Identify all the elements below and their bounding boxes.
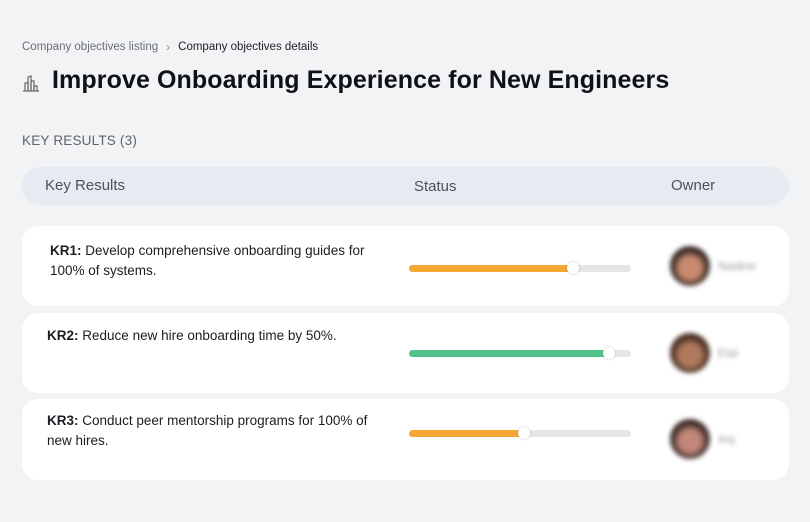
key-result-id: KR3: [47, 413, 79, 428]
progress-knob [567, 262, 580, 274]
key-result-row[interactable]: KR3: Conduct peer mentorship programs fo… [22, 399, 789, 480]
key-result-description: KR1: Develop comprehensive onboarding gu… [50, 241, 380, 281]
key-result-text: Conduct peer mentorship programs for 100… [47, 413, 368, 448]
key-result-description: KR2: Reduce new hire onboarding time by … [47, 326, 377, 346]
key-result-row[interactable]: KR2: Reduce new hire onboarding time by … [22, 313, 789, 393]
chevron-right-icon: › [166, 40, 171, 54]
title-row: Improve Onboarding Experience for New En… [22, 66, 669, 95]
page-title: Improve Onboarding Experience for New En… [52, 66, 670, 94]
progress-fill [409, 350, 609, 357]
breadcrumb-link-listing[interactable]: Company objectives listing [22, 41, 159, 53]
owner-name: Inq [718, 432, 735, 446]
column-header-owner: Owner [671, 177, 716, 194]
progress-knob [518, 427, 531, 439]
buildings-icon [22, 70, 42, 92]
column-header-status: Status [414, 178, 457, 195]
key-result-text: Develop comprehensive onboarding guides … [50, 243, 365, 278]
owner[interactable]: Elai [670, 333, 738, 373]
key-result-id: KR1: [50, 243, 82, 258]
owner-name: Nadine [718, 259, 757, 273]
key-result-row[interactable]: KR1: Develop comprehensive onboarding gu… [22, 226, 789, 306]
column-header-key-results: Key Results [45, 177, 126, 194]
key-results-count-label: KEY RESULTS (3) [22, 133, 138, 148]
progress-bar [409, 427, 631, 439]
key-result-id: KR2: [47, 328, 79, 343]
progress-fill [409, 265, 574, 272]
key-results-table-header: Key Results Status Owner [22, 167, 789, 205]
progress-bar [409, 262, 631, 274]
progress-bar [409, 347, 631, 359]
key-result-description: KR3: Conduct peer mentorship programs fo… [47, 411, 377, 451]
progress-knob [602, 347, 615, 359]
owner[interactable]: Inq [670, 419, 735, 459]
breadcrumb: Company objectives listing › Company obj… [22, 40, 318, 54]
avatar [670, 419, 710, 459]
progress-fill [409, 430, 525, 437]
avatar [670, 333, 710, 373]
owner-name: Elai [718, 346, 739, 360]
avatar [670, 246, 710, 286]
owner[interactable]: Nadine [670, 246, 756, 286]
key-result-text: Reduce new hire onboarding time by 50%. [82, 328, 337, 343]
breadcrumb-current: Company objectives details [178, 41, 319, 53]
